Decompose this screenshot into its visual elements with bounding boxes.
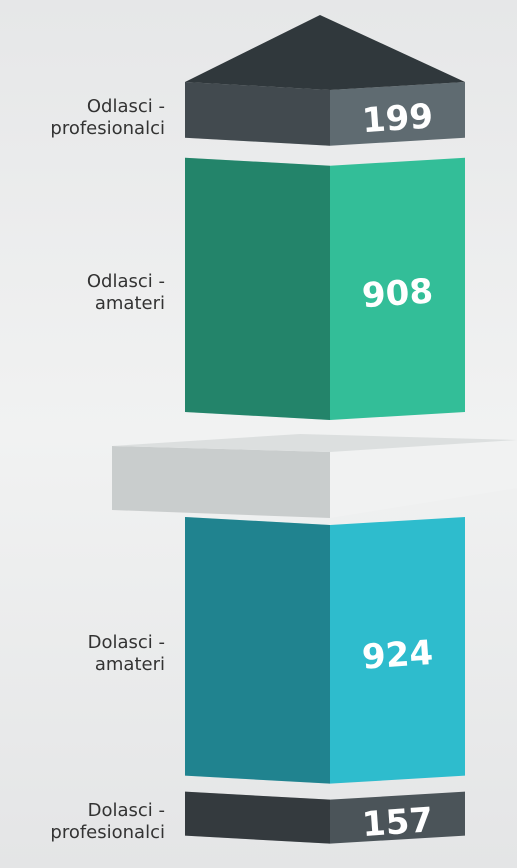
category-label: Odlasci - amateri [86,270,165,314]
block-top-face [185,15,465,90]
value-label: 924 [361,633,435,678]
separator-slab [112,434,517,518]
value-label: 908 [361,271,435,316]
block-left-face [185,82,330,146]
block-right-face [330,791,465,844]
block-right-face [330,157,465,420]
category-label: Dolasci - profesionalci [50,799,165,843]
category-label: Dolasci - amateri [87,632,165,676]
block-left-face [185,516,330,784]
block-left-face [185,791,330,844]
block-left-face [185,157,330,420]
block-left-shade [185,82,330,146]
value-label: 199 [361,96,435,141]
block-left-shade [185,791,330,844]
block-right-face [330,516,465,784]
category-label: Odlasci - profesionalci [50,95,165,139]
value-label: 157 [361,800,435,845]
block-right-face [330,82,465,146]
block-left-shade [185,516,330,784]
block-left-shade [185,157,330,420]
